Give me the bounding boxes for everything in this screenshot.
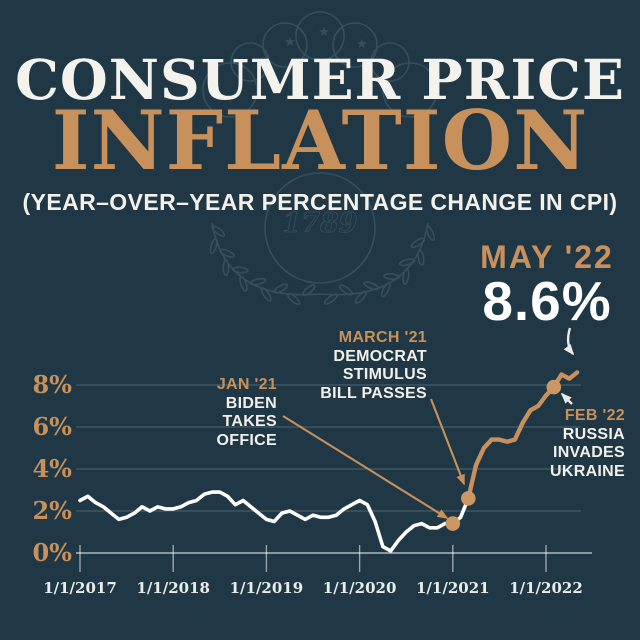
svg-text:★: ★ (356, 37, 368, 52)
cpi-line-pre-highlight (78, 490, 471, 553)
seal-clouds (202, 11, 438, 118)
seal-stars: ★ ★ ★ (284, 25, 368, 52)
seal-ring (264, 172, 376, 284)
annotation-may22-value: 8.6% (482, 270, 612, 332)
y-tick-label: 2% (32, 496, 72, 525)
title-line1: CONSUMER PRICE (15, 47, 625, 112)
annotation-feb22-line2: INVADES (552, 444, 625, 461)
annotation-feb22-line1: RUSSIA (562, 425, 625, 443)
annotation-arrow-may22 (563, 327, 575, 356)
svg-text:★: ★ (318, 25, 330, 40)
marker-dot-march21 (461, 491, 476, 506)
title-line2: INFLATION (51, 94, 589, 189)
annotation-feb22: FEB '22 RUSSIA INVADES UKRAINE (550, 407, 625, 481)
y-tick-label: 6% (32, 412, 72, 441)
annotation-arrow-jan21 (282, 415, 449, 519)
y-axis-labels: 8% 6% 4% 2% 0% (32, 370, 72, 567)
annotation-may22: MAY '22 8.6% (472, 239, 622, 332)
annotation-jan21-line3: OFFICE (216, 431, 277, 449)
annotation-jan21: JAN '21 BIDEN TAKES OFFICE (217, 376, 277, 450)
x-axis: 1/1/2017 1/1/2018 1/1/2019 1/1/2020 1/1/2021… (43, 545, 583, 597)
y-tick-label: 8% (32, 370, 72, 399)
svg-text:★: ★ (284, 35, 296, 50)
seal-laurel-wreath (209, 222, 436, 306)
y-tick-label: 4% (32, 454, 72, 483)
annotation-feb22-date: FEB '22 (564, 407, 625, 424)
cpi-line-highlight (466, 370, 580, 501)
annotation-march21-line3: BILL PASSES (320, 384, 427, 402)
marker-dot-jan21 (445, 516, 461, 531)
annotation-jan21-date: JAN '21 (216, 376, 277, 393)
annotation-jan21-line2: TAKES (222, 413, 277, 430)
subtitle: (YEAR–OVER–YEAR PERCENTAGE CHANGE IN CPI… (22, 189, 618, 215)
annotation-may22-date: MAY '22 (480, 239, 614, 275)
annotation-march21-line1: DEMOCRAT (333, 347, 427, 365)
seal-year-text: 1789 (282, 208, 357, 239)
annotation-jan21-line1: BIDEN (225, 394, 277, 412)
x-tick-label: 1/1/2021 (416, 579, 490, 597)
x-tick-label: 1/1/2020 (323, 579, 397, 597)
x-tick-label: 1/1/2022 (509, 579, 583, 597)
x-tick-label: 1/1/2017 (43, 579, 117, 597)
annotation-march21-line2: STIMULUS (342, 366, 427, 383)
marker-dot-feb22 (546, 379, 562, 395)
annotation-march21: MARCH '21 DEMOCRAT STIMULUS BILL PASSES (320, 329, 427, 403)
y-tick-label: 0% (32, 538, 72, 567)
marker-dots (445, 379, 562, 531)
annotation-march21-date: MARCH '21 (338, 329, 427, 346)
annotation-arrow-march21 (430, 398, 465, 486)
annotation-feb22-line3: UKRAINE (550, 462, 625, 480)
x-tick-label: 1/1/2019 (230, 579, 304, 597)
annotation-arrow-feb22 (560, 392, 573, 405)
x-tick-label: 1/1/2018 (136, 579, 210, 597)
gridlines (76, 384, 592, 554)
